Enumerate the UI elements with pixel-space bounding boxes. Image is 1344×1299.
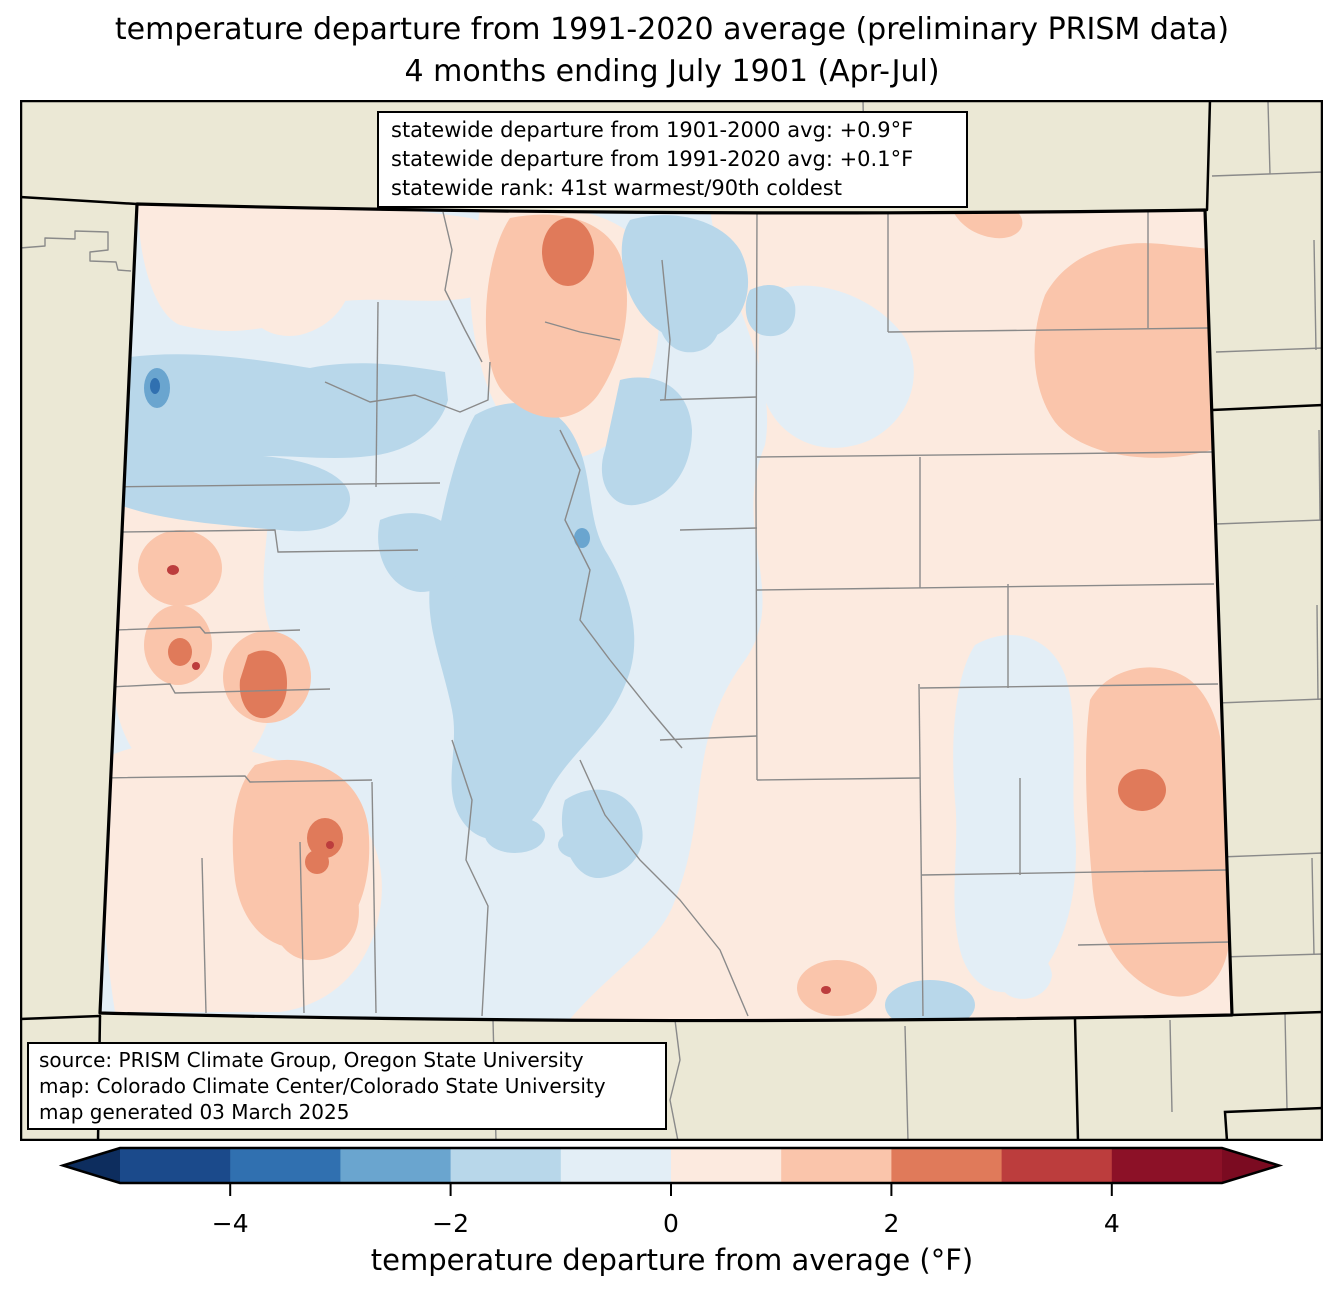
anomaly-blue-regions xyxy=(102,215,975,1021)
colorbar-tick-label: 4 xyxy=(1104,1209,1120,1238)
anomaly-red-dots xyxy=(167,565,831,994)
stats-line-1: statewide departure from 1901-2000 avg: … xyxy=(391,118,914,142)
pale-patches-east xyxy=(758,285,1076,999)
source-line-3: map generated 03 March 2025 xyxy=(39,1100,350,1124)
colorbar-segment xyxy=(1001,1148,1113,1183)
source-line-2: map: Colorado Climate Center/Colorado St… xyxy=(39,1074,606,1098)
colorbar-tick-label: −2 xyxy=(432,1209,469,1238)
colorbar-tick-label: 0 xyxy=(663,1209,679,1238)
colorbar-segment xyxy=(560,1148,672,1183)
colorbar-over-arrow xyxy=(1222,1148,1279,1183)
stats-box: statewide departure from 1901-2000 avg: … xyxy=(377,111,968,208)
title-line-1: temperature departure from 1991-2020 ave… xyxy=(114,12,1230,47)
colorbar-axis-label: temperature departure from average (°F) xyxy=(370,1243,974,1277)
colorbar-tick-label: −4 xyxy=(212,1209,249,1238)
map-svg xyxy=(20,100,1323,1141)
state-borders xyxy=(20,100,1323,1141)
colorbar-segment xyxy=(450,1148,562,1183)
colorbar-tick-label: 2 xyxy=(883,1209,899,1238)
colorbar-segment xyxy=(230,1148,341,1183)
colorado-state-border xyxy=(98,202,1234,1023)
stats-line-2: statewide departure from 1991-2020 avg: … xyxy=(391,147,914,171)
deepest-blue-dot xyxy=(150,378,160,394)
colorbar: −4 −2 0 2 4 xyxy=(58,1146,1284,1238)
colorado-anomaly-fill xyxy=(100,204,1232,1021)
colorbar-segment xyxy=(671,1148,782,1183)
map-plot-area: statewide departure from 1901-2000 avg: … xyxy=(20,100,1323,1141)
colorbar-outline xyxy=(58,1146,1284,1185)
plot-frame xyxy=(20,100,1323,1141)
title-line-2: 4 months ending July 1901 (Apr-Jul) xyxy=(404,54,940,89)
source-box: source: PRISM Climate Group, Oregon Stat… xyxy=(27,1042,667,1130)
colorbar-segment xyxy=(781,1148,892,1183)
colorbar-segment xyxy=(891,1148,1003,1183)
source-line-1: source: PRISM Climate Group, Oregon Stat… xyxy=(39,1048,584,1072)
anomaly-dark-orange-cores xyxy=(168,218,1166,874)
colorado-county-lines xyxy=(100,209,1231,1017)
colorbar-segment xyxy=(340,1148,452,1183)
colorbar-under-arrow xyxy=(63,1148,120,1183)
colorbar-segment xyxy=(120,1148,231,1183)
deep-blue-dot-central xyxy=(574,528,590,548)
colorbar-segment xyxy=(1111,1148,1223,1183)
stats-line-3: statewide rank: 41st warmest/90th coldes… xyxy=(391,176,842,200)
